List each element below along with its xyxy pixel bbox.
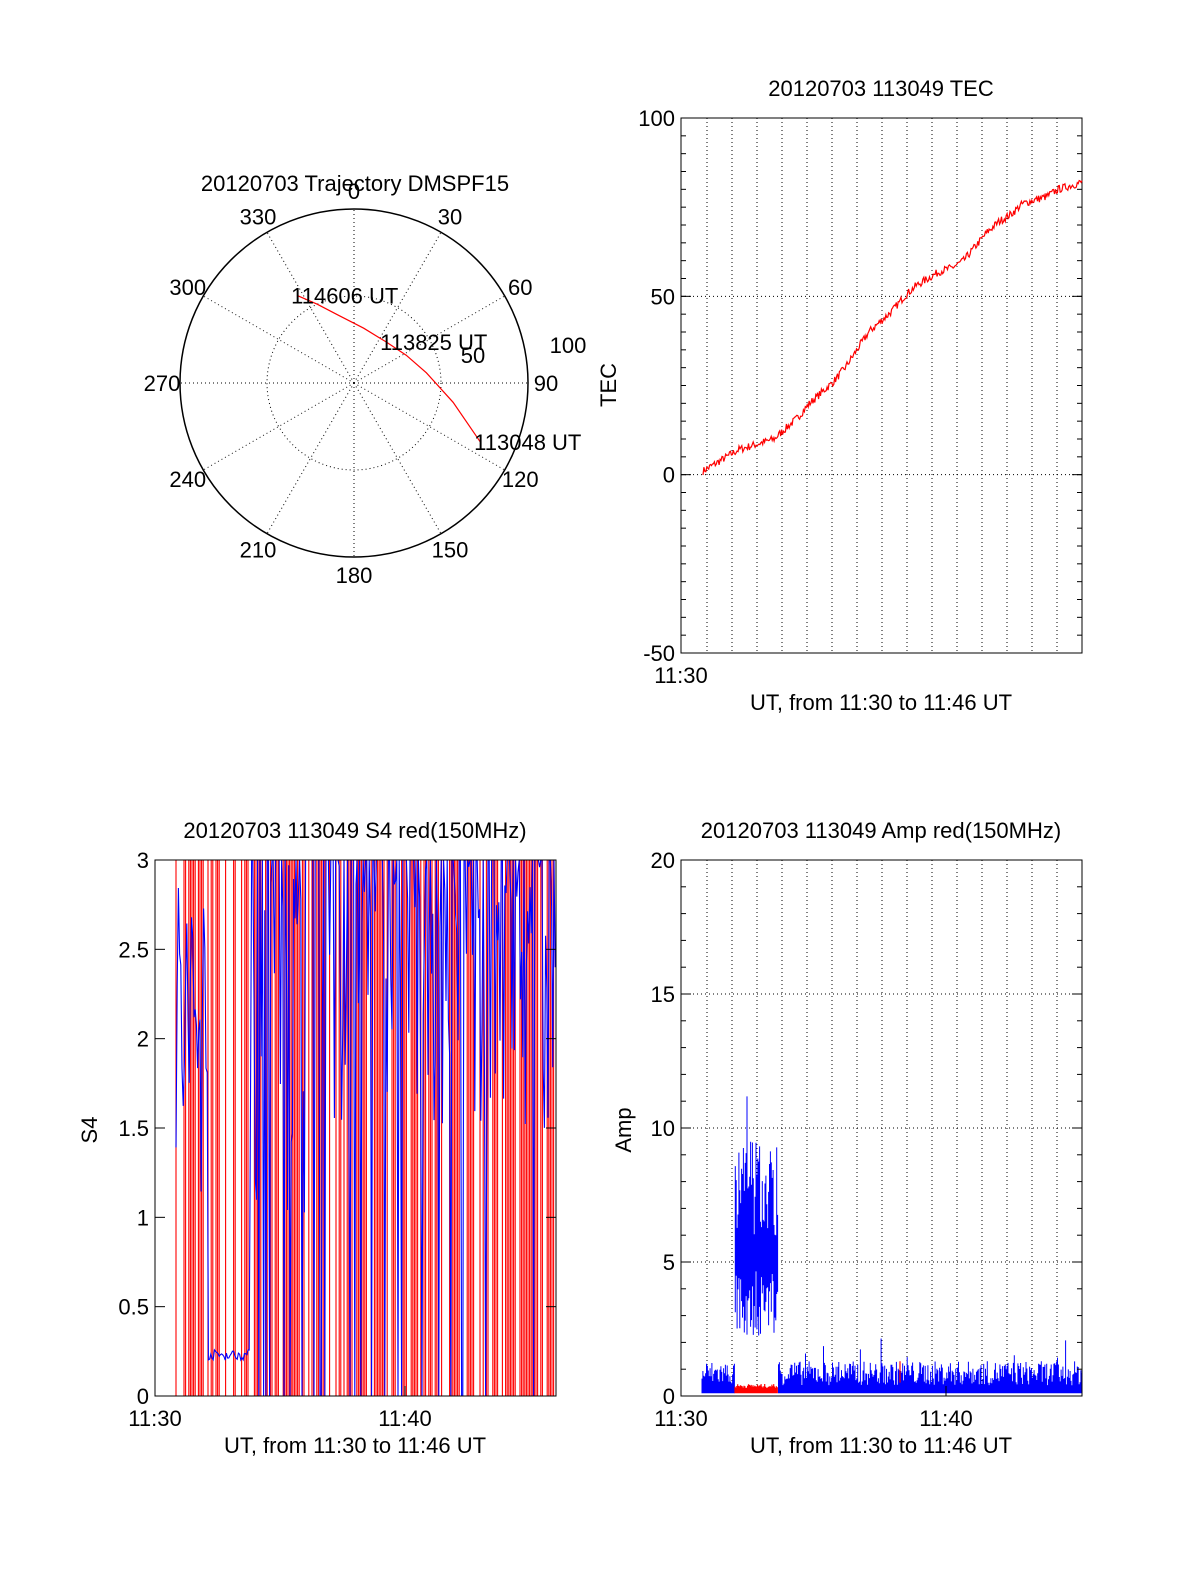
s4-x-tick-label: 11:40 [378, 1406, 431, 1431]
amp-blue-series [701, 1096, 1083, 1394]
azimuth-label: 240 [169, 467, 206, 492]
trajectory-title: 20120703 Trajectory DMSPF15 [201, 171, 509, 196]
amp-x-axis-label: UT, from 11:30 to 11:46 UT [750, 1433, 1012, 1458]
s4-y-tick-label: 1.5 [118, 1116, 149, 1141]
s4-y-tick-label: 1 [137, 1205, 149, 1230]
polar-spoke [353, 382, 442, 534]
trajectory-time-label: 114606 UT [291, 283, 398, 308]
tec-title: 20120703 113049 TEC [768, 76, 994, 101]
polar-spoke [353, 382, 505, 471]
azimuth-label: 210 [240, 537, 277, 562]
amp-y-tick-label: 0 [663, 1384, 675, 1409]
amp-plot: 20120703 113049 Amp red(150MHz) 0 5 10 15 20… [611, 818, 1083, 1458]
trajectory-polar-plot: 20120703 Trajectory DMSPF15 0 30 60 90 120 15… [144, 171, 587, 588]
radius-label: 100 [550, 333, 587, 358]
s4-blue-series [175, 859, 556, 1397]
polar-spoke [203, 295, 355, 384]
azimuth-label: 0 [348, 179, 360, 204]
amp-y-axis-label: Amp [611, 1107, 636, 1152]
s4-y-tick-label: 0.5 [118, 1295, 149, 1320]
tec-y-tick-label: 50 [651, 284, 675, 309]
azimuth-label: 180 [336, 563, 373, 588]
trajectory-line [296, 294, 481, 443]
tec-y-tick-label: -50 [643, 641, 675, 666]
radius-label: 50 [461, 343, 485, 368]
azimuth-label: 330 [240, 205, 277, 230]
tec-x-tick-label: 11:30 [654, 663, 707, 688]
azimuth-label: 90 [534, 371, 558, 396]
s4-plot: 20120703 113049 S4 red(150MHz) 0 0.5 1 1.5 2… [77, 818, 557, 1458]
s4-y-tick-label: 2.5 [118, 937, 149, 962]
s4-y-tick-label: 2 [137, 1027, 149, 1052]
tec-x-axis-label: UT, from 11:30 to 11:46 UT [750, 690, 1012, 715]
azimuth-label: 300 [169, 275, 206, 300]
polar-spoke [203, 382, 355, 471]
amp-y-tick-label: 15 [651, 982, 675, 1007]
tec-y-tick-label: 100 [638, 106, 675, 131]
polar-spoke [353, 232, 442, 384]
amp-x-tick-label: 11:30 [654, 1406, 707, 1431]
s4-x-axis-label: UT, from 11:30 to 11:46 UT [224, 1433, 486, 1458]
amp-title: 20120703 113049 Amp red(150MHz) [701, 818, 1061, 843]
polar-inner-circle [266, 295, 442, 471]
amp-y-tick-label: 20 [651, 848, 675, 873]
azimuth-label: 270 [144, 371, 181, 396]
s4-y-tick-label: 3 [137, 848, 149, 873]
s4-y-tick-label: 0 [137, 1384, 149, 1409]
s4-y-axis-label: S4 [77, 1117, 102, 1144]
tec-y-axis-label: TEC [596, 363, 621, 407]
s4-red-series [175, 860, 555, 1396]
polar-spoke [353, 295, 505, 384]
s4-title: 20120703 113049 S4 red(150MHz) [183, 818, 526, 843]
polar-outer-circle [179, 208, 529, 558]
tec-series-line [702, 179, 1083, 476]
polar-spoke [266, 232, 355, 384]
trajectory-time-label: 113825 UT [380, 330, 487, 355]
trajectory-time-label: 113048 UT [474, 430, 581, 455]
polar-spoke [266, 382, 355, 534]
s4-x-tick-label: 11:30 [128, 1406, 181, 1431]
tec-y-tick-label: 0 [663, 463, 675, 488]
azimuth-label: 120 [502, 467, 539, 492]
amp-y-tick-label: 5 [663, 1250, 675, 1275]
amp-x-tick-label: 11:40 [919, 1406, 972, 1431]
azimuth-label: 60 [508, 275, 532, 300]
tec-plot: 20120703 113049 TEC -50 0 50 100 11:30 UT, f… [596, 76, 1083, 715]
azimuth-label: 30 [438, 205, 462, 230]
azimuth-label: 150 [432, 537, 469, 562]
amp-red-series [734, 1361, 901, 1394]
amp-y-tick-label: 10 [651, 1116, 675, 1141]
